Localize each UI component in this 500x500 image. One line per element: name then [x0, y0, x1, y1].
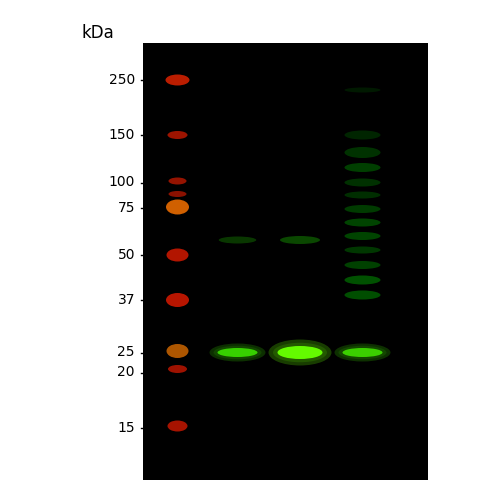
Text: kDa: kDa	[81, 24, 114, 42]
Ellipse shape	[342, 348, 382, 357]
Ellipse shape	[168, 365, 187, 373]
Ellipse shape	[344, 163, 380, 172]
Text: 4: 4	[356, 24, 369, 42]
Ellipse shape	[210, 344, 266, 361]
Ellipse shape	[344, 261, 380, 269]
Ellipse shape	[344, 232, 380, 240]
Text: 15: 15	[118, 420, 135, 434]
Ellipse shape	[168, 178, 186, 184]
Ellipse shape	[166, 293, 189, 307]
Ellipse shape	[168, 420, 188, 432]
Ellipse shape	[268, 340, 332, 365]
Text: 2: 2	[231, 24, 244, 42]
Ellipse shape	[344, 218, 380, 226]
Ellipse shape	[344, 205, 380, 213]
Ellipse shape	[219, 236, 256, 244]
Ellipse shape	[344, 192, 380, 198]
Ellipse shape	[344, 290, 380, 300]
Text: 3: 3	[294, 24, 306, 42]
Text: 50: 50	[118, 248, 135, 262]
Ellipse shape	[214, 346, 262, 359]
Text: 1: 1	[171, 24, 184, 42]
Text: 100: 100	[108, 176, 135, 190]
Ellipse shape	[338, 346, 386, 359]
Ellipse shape	[273, 343, 327, 362]
Text: 250: 250	[109, 73, 135, 87]
Text: 150: 150	[108, 128, 135, 142]
Ellipse shape	[344, 130, 380, 140]
Ellipse shape	[278, 346, 322, 359]
Ellipse shape	[166, 248, 188, 262]
Ellipse shape	[168, 131, 188, 139]
Ellipse shape	[344, 178, 380, 186]
Bar	[142, 42, 428, 480]
Ellipse shape	[168, 191, 186, 197]
Ellipse shape	[166, 200, 189, 214]
Ellipse shape	[218, 348, 258, 357]
Text: 37: 37	[118, 293, 135, 307]
Text: 20: 20	[118, 366, 135, 380]
Ellipse shape	[344, 147, 380, 158]
Text: 75: 75	[118, 200, 135, 214]
Ellipse shape	[166, 74, 190, 86]
Ellipse shape	[334, 344, 390, 361]
Ellipse shape	[344, 276, 380, 284]
Ellipse shape	[344, 88, 380, 92]
Ellipse shape	[344, 246, 380, 254]
Ellipse shape	[280, 236, 320, 244]
Text: 25: 25	[118, 346, 135, 360]
Ellipse shape	[166, 344, 188, 358]
